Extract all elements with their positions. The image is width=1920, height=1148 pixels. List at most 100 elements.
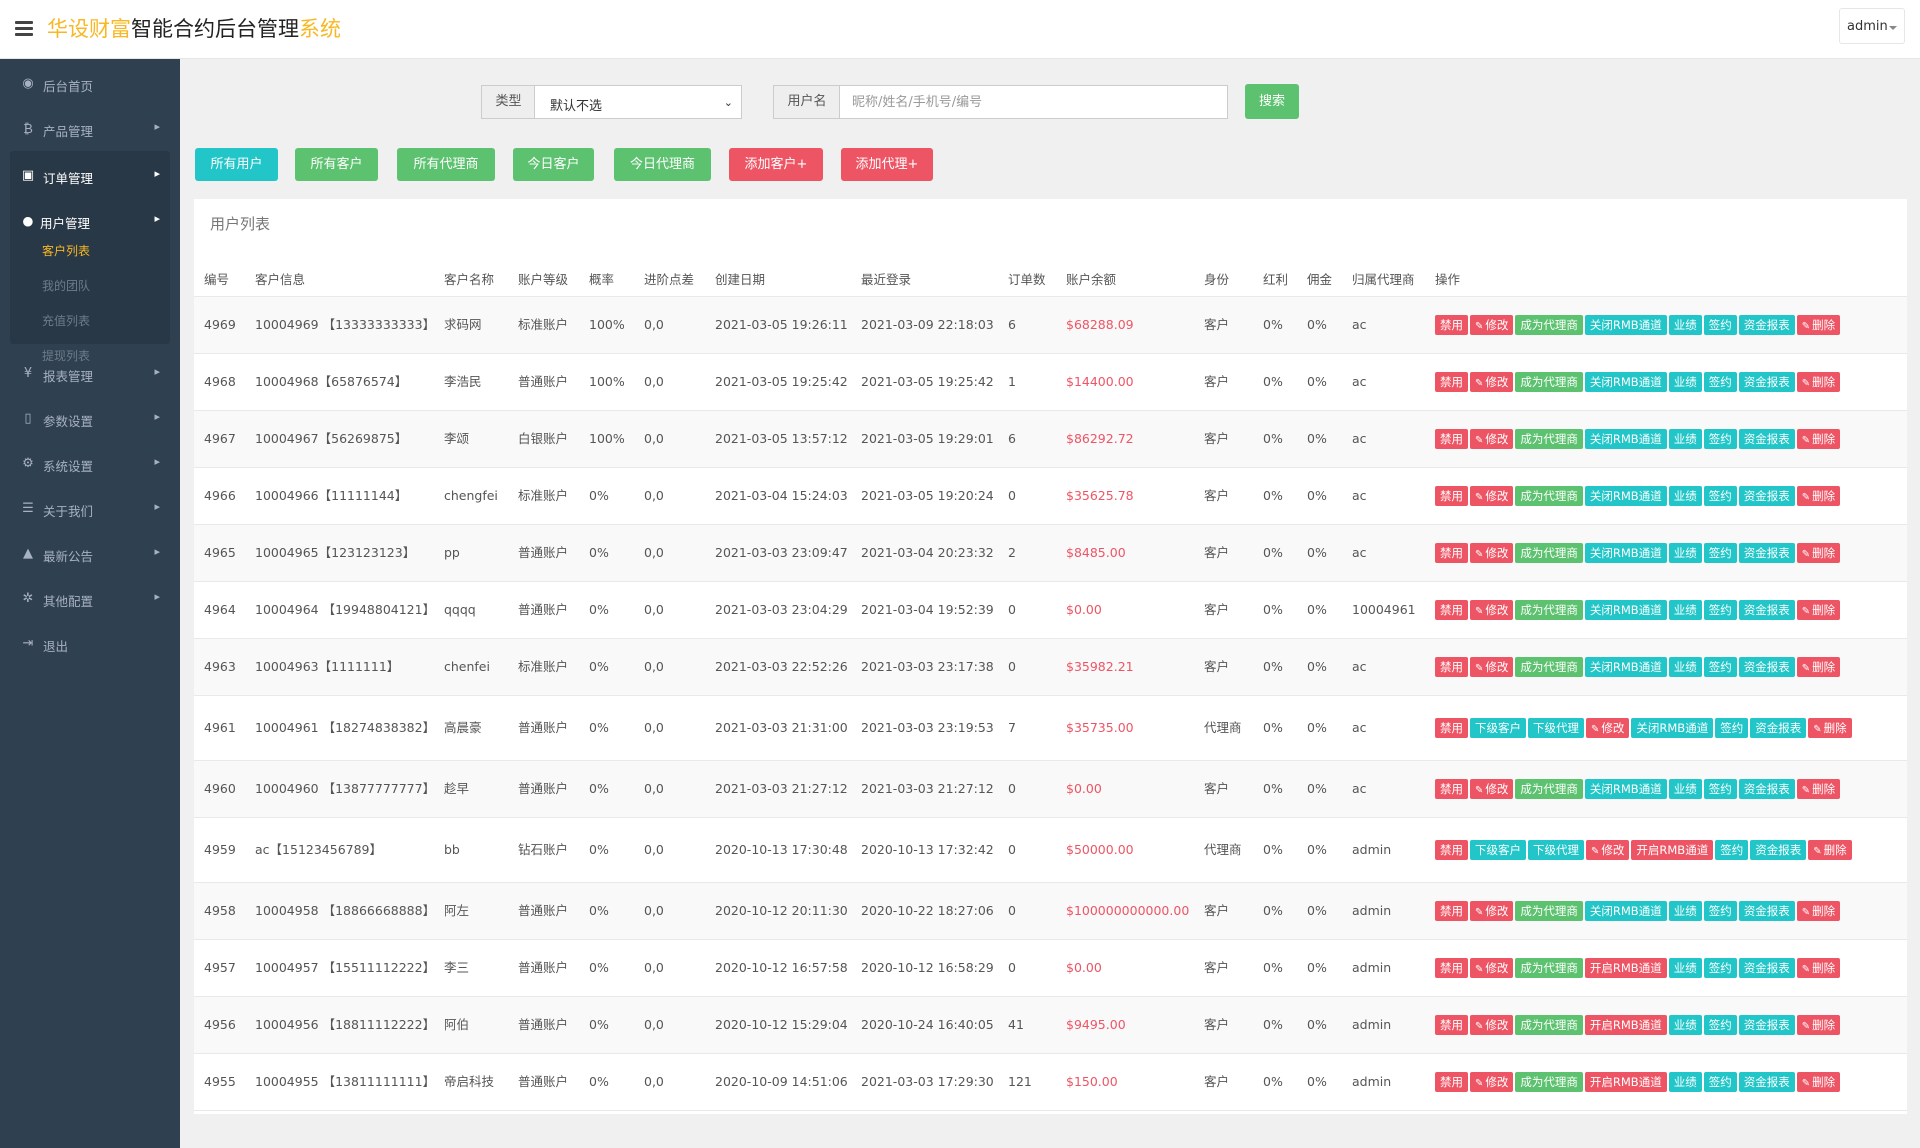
action-button[interactable]: 关闭RMB通道 — [1584, 485, 1667, 506]
action-button[interactable]: 业绩 — [1668, 542, 1702, 563]
action-button[interactable]: ✎ 删除 — [1796, 1014, 1841, 1035]
action-button[interactable]: 禁用 — [1435, 599, 1468, 620]
action-button[interactable]: ✎ 修改 — [1470, 1071, 1514, 1092]
action-button[interactable]: 禁用 — [1435, 314, 1468, 335]
sidebar-item-2[interactable]: ₿ 产品管理 ▸ — [10, 104, 170, 154]
action-button[interactable]: 下级代理 — [1528, 839, 1584, 860]
action-button[interactable]: 禁用 — [1435, 428, 1468, 449]
action-button[interactable]: ✎ 删除 — [1796, 428, 1841, 449]
action-button[interactable]: 业绩 — [1668, 371, 1702, 392]
action-button[interactable]: 禁用 — [1435, 542, 1468, 563]
action-button[interactable]: 关闭RMB通道 — [1584, 371, 1667, 392]
action-button[interactable]: 成为代理商 — [1515, 1014, 1583, 1035]
action-button[interactable]: ✎ 删除 — [1796, 778, 1841, 799]
action-button[interactable]: 业绩 — [1668, 1014, 1702, 1035]
action-button[interactable]: 开启RMB通道 — [1584, 1071, 1667, 1092]
action-button[interactable]: 业绩 — [1668, 599, 1702, 620]
action-button[interactable]: 成为代理商 — [1515, 900, 1583, 921]
action-button[interactable]: 签约 — [1703, 1014, 1737, 1035]
action-button[interactable]: 开启RMB通道 — [1584, 1014, 1667, 1035]
action-button[interactable]: 资金报表 — [1738, 371, 1795, 392]
action-button[interactable]: ✎ 修改 — [1470, 900, 1514, 921]
action-button[interactable]: 资金报表 — [1738, 314, 1795, 335]
action-button[interactable]: 成为代理商 — [1515, 314, 1583, 335]
menu-toggle-icon[interactable] — [15, 21, 33, 37]
action-button[interactable]: 成为代理商 — [1515, 542, 1583, 563]
action-button[interactable]: 签约 — [1703, 599, 1737, 620]
submenu-link-1[interactable]: 客户列表 — [42, 244, 91, 258]
action-button[interactable]: 资金报表 — [1738, 957, 1795, 978]
action-button[interactable]: ✎ 删除 — [1796, 1071, 1841, 1092]
action-button[interactable]: 禁用 — [1435, 485, 1468, 506]
filter-button-1[interactable]: 所有用户 — [195, 148, 278, 181]
action-button[interactable]: 禁用 — [1435, 656, 1468, 677]
action-button[interactable]: 资金报表 — [1738, 1014, 1795, 1035]
action-button[interactable]: ✎ 修改 — [1470, 371, 1514, 392]
action-button[interactable]: ✎ 删除 — [1808, 839, 1852, 860]
action-button[interactable]: 开启RMB通道 — [1584, 957, 1667, 978]
submenu-link-2[interactable]: 我的团队 — [42, 279, 91, 293]
filter-button-3[interactable]: 所有代理商 — [397, 148, 495, 181]
action-button[interactable]: 成为代理商 — [1515, 1071, 1583, 1092]
action-button[interactable]: ✎ 删除 — [1796, 542, 1841, 563]
action-button[interactable]: 关闭RMB通道 — [1584, 778, 1667, 799]
action-button[interactable]: ✎ 删除 — [1796, 371, 1841, 392]
action-button[interactable]: 禁用 — [1435, 778, 1468, 799]
action-button[interactable]: 签约 — [1703, 428, 1737, 449]
action-button[interactable]: ✎ 修改 — [1470, 1014, 1514, 1035]
action-button[interactable]: 禁用 — [1435, 900, 1468, 921]
sidebar-item-10[interactable]: ✲ 其他配置 ▸ — [10, 574, 170, 624]
action-button[interactable]: 签约 — [1703, 656, 1737, 677]
search-button[interactable]: 搜索 — [1245, 84, 1299, 119]
action-button[interactable]: ✎ 修改 — [1470, 542, 1514, 563]
sidebar-item-4[interactable]: ● 用户管理 ▸ — [10, 196, 170, 246]
action-button[interactable]: 签约 — [1703, 957, 1737, 978]
action-button[interactable]: 成为代理商 — [1515, 371, 1583, 392]
action-button[interactable]: 成为代理商 — [1515, 485, 1583, 506]
action-button[interactable]: 资金报表 — [1738, 656, 1795, 677]
action-button[interactable]: 禁用 — [1435, 717, 1468, 738]
action-button[interactable]: 成为代理商 — [1515, 957, 1583, 978]
action-button[interactable]: 资金报表 — [1738, 778, 1795, 799]
submenu-link-3[interactable]: 充值列表 — [42, 314, 91, 328]
filter-button-2[interactable]: 所有客户 — [295, 148, 378, 181]
filter-button-4[interactable]: 今日客户 — [513, 148, 594, 181]
action-button[interactable]: 签约 — [1715, 717, 1749, 738]
action-button[interactable]: 业绩 — [1668, 428, 1702, 449]
sidebar-item-1[interactable]: ◉ 后台首页 — [10, 59, 170, 109]
action-button[interactable]: ✎ 删除 — [1796, 957, 1841, 978]
action-button[interactable]: 资金报表 — [1738, 485, 1795, 506]
action-button[interactable]: 签约 — [1703, 485, 1737, 506]
action-button[interactable]: 下级代理 — [1528, 717, 1584, 738]
filter-button-5[interactable]: 今日代理商 — [614, 148, 711, 181]
action-button[interactable]: 禁用 — [1435, 371, 1468, 392]
action-button[interactable]: ✎ 修改 — [1470, 957, 1514, 978]
action-button[interactable]: 签约 — [1703, 900, 1737, 921]
action-button[interactable]: ✎ 修改 — [1470, 599, 1514, 620]
action-button[interactable]: 资金报表 — [1738, 428, 1795, 449]
action-button[interactable]: ✎ 修改 — [1470, 656, 1514, 677]
action-button[interactable]: 开启RMB通道 — [1631, 839, 1714, 860]
action-button[interactable]: 关闭RMB通道 — [1584, 542, 1667, 563]
action-button[interactable]: 成为代理商 — [1515, 428, 1583, 449]
action-button[interactable]: 资金报表 — [1738, 599, 1795, 620]
action-button[interactable]: ✎ 删除 — [1796, 900, 1841, 921]
action-button[interactable]: 资金报表 — [1750, 839, 1807, 860]
filter-button-6[interactable]: 添加客户+ — [729, 148, 823, 181]
action-button[interactable]: 下级客户 — [1470, 717, 1526, 738]
action-button[interactable]: ✎ 删除 — [1796, 485, 1841, 506]
action-button[interactable]: 业绩 — [1668, 957, 1702, 978]
action-button[interactable]: 业绩 — [1668, 485, 1702, 506]
action-button[interactable]: 资金报表 — [1738, 900, 1795, 921]
action-button[interactable]: 关闭RMB通道 — [1584, 599, 1667, 620]
action-button[interactable]: ✎ 修改 — [1586, 717, 1630, 738]
sidebar-item-6[interactable]: ▯ 参数设置 ▸ — [10, 394, 170, 444]
action-button[interactable]: 禁用 — [1435, 1014, 1468, 1035]
action-button[interactable]: ✎ 修改 — [1470, 778, 1514, 799]
action-button[interactable]: 资金报表 — [1738, 542, 1795, 563]
sidebar-item-8[interactable]: ☰ 关于我们 ▸ — [10, 484, 170, 534]
action-button[interactable]: 签约 — [1703, 778, 1737, 799]
sidebar-item-9[interactable]: ▲ 最新公告 ▸ — [10, 529, 170, 579]
action-button[interactable]: 签约 — [1703, 371, 1737, 392]
action-button[interactable]: ✎ 修改 — [1586, 839, 1630, 860]
